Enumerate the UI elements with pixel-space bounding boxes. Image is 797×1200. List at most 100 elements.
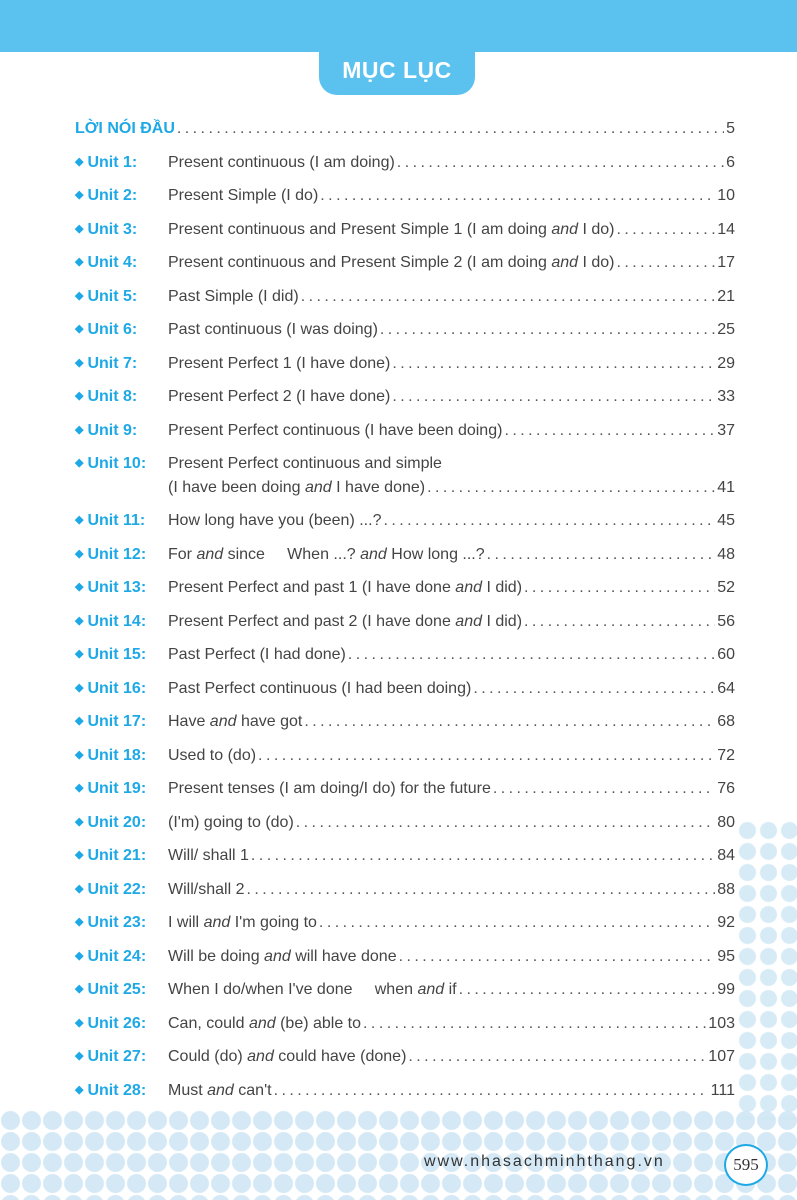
title-text: Past Simple (I did)	[168, 287, 299, 305]
dot-leader	[301, 288, 715, 306]
title-text: Present continuous and Present Simple 1 …	[168, 220, 552, 238]
toc-entry[interactable]: ◆ Unit 24: Will be doing and will have don…	[75, 948, 735, 982]
dot-leader	[524, 579, 715, 597]
unit-title: I will and I'm going to	[168, 914, 317, 932]
unit-title: When I do/when I've done when and if	[168, 981, 457, 999]
title-text: since When ...?	[223, 545, 361, 563]
unit-label: ◆ Unit 22:	[75, 881, 168, 899]
page-ref: 52	[717, 579, 735, 596]
website-url: www.nhasachminhthang.vn	[424, 1153, 665, 1170]
unit-title: Present Perfect 2 (I have done)	[168, 388, 390, 406]
page-ref: 48	[717, 545, 735, 563]
bullet-diamond-icon: ◆	[75, 547, 84, 560]
unit-title: For and since When ...? and How long ...…	[168, 546, 485, 564]
title-text: Will/shall 2	[168, 880, 245, 898]
bullet-diamond-icon: ◆	[75, 949, 84, 962]
dot-leader	[348, 646, 715, 664]
unit-number: Unit 23:	[87, 914, 147, 931]
unit-label: ◆ Unit 28:	[75, 1082, 168, 1100]
italic-text: and	[417, 981, 445, 998]
italic-text: and	[551, 254, 579, 271]
unit-title: Present Perfect and past 2 (I have done …	[168, 613, 522, 631]
toc-entry[interactable]: ◆ Unit 9: Present Perfect continuous (I ha…	[75, 422, 735, 456]
unit-number: Unit 24:	[87, 947, 147, 965]
title-text: Past Perfect (I had done)	[168, 646, 346, 663]
unit-label: ◆ Unit 24:	[75, 948, 168, 966]
bullet-diamond-icon: ◆	[75, 815, 84, 828]
toc-entry[interactable]: ◆ Unit 25: When I do/when I've done when a…	[75, 981, 735, 1015]
toc-entry[interactable]: ◆Unit 20:(I'm) going to (do)80	[75, 814, 735, 848]
unit-title: Can, could and (be) able to	[168, 1015, 361, 1033]
toc-entry[interactable]: ◆Unit 22:Will/shall 288	[75, 881, 735, 915]
toc-entry[interactable]: ◆Unit 23:I will and I'm going to92	[75, 914, 735, 948]
title-text: Will/ shall 1	[168, 847, 249, 864]
toc-entry[interactable]: ◆ Unit 19: Present tenses (I am doing/I do…	[75, 780, 735, 814]
toc-entry[interactable]: ◆Unit 17:Have and have got68	[75, 713, 735, 747]
dot-leader	[304, 713, 715, 731]
toc-entry[interactable]: ◆Unit 18:Used to (do)72	[75, 747, 735, 781]
toc-entry[interactable]: ◆ Unit 13: Present Perfect and past 1 (I h…	[75, 579, 735, 613]
title-text: For	[168, 545, 197, 563]
unit-title-line1: Present Perfect continuous and simple	[168, 455, 442, 472]
decorative-dots	[737, 820, 797, 1120]
toc-entry[interactable]: ◆Unit 7:Present Perfect 1 (I have done)2…	[75, 355, 735, 389]
toc-entry[interactable]: ◆ Unit 3: Present continuous and Present S…	[75, 221, 735, 255]
unit-number: Unit 15:	[87, 646, 147, 663]
title-text: How long ...?	[386, 545, 485, 563]
toc-entry[interactable]: ◆Unit 6:Past continuous (I was doing)25	[75, 321, 735, 355]
unit-title: (I'm) going to (do)	[168, 814, 294, 832]
unit-number: Unit 1:	[87, 153, 138, 171]
header-band	[0, 0, 797, 52]
unit-number: Unit 18:	[87, 746, 147, 764]
unit-title: Will be doing and will have done	[168, 948, 397, 966]
unit-label: ◆ Unit 18:	[75, 747, 168, 765]
toc-entry[interactable]: ◆Unit 21:Will/ shall 184	[75, 847, 735, 881]
toc-entry[interactable]: ◆ Unit 27: Could (do) and could have (done…	[75, 1048, 735, 1082]
dot-leader	[399, 948, 716, 966]
toc-entry[interactable]: ◆Unit 28:Must and can't111	[75, 1082, 735, 1116]
toc-entry[interactable]: ◆ Unit 14: Present Perfect and past 2 (I h…	[75, 613, 735, 647]
toc-entry[interactable]: ◆Unit 15:Past Perfect (I had done)60	[75, 646, 735, 680]
unit-title: Present tenses (I am doing/I do) for the…	[168, 780, 491, 798]
unit-number: Unit 10:	[87, 455, 147, 472]
title-text: I'm going to	[230, 914, 317, 931]
toc-entry[interactable]: ◆Unit 8:Present Perfect 2 (I have done)3…	[75, 388, 735, 422]
dot-leader	[524, 613, 715, 631]
toc-entry[interactable]: ◆ Unit 12: For and since When ...? and How…	[75, 546, 735, 580]
toc-entry[interactable]: ◆Unit 2:Present Simple (I do)10	[75, 187, 735, 221]
bullet-diamond-icon: ◆	[75, 916, 84, 928]
title-text: (I'm) going to (do)	[168, 813, 294, 831]
title-text: I did)	[482, 612, 523, 630]
unit-title: Past Perfect (I had done)	[168, 646, 346, 664]
unit-title: Present continuous (I am doing)	[168, 154, 395, 172]
toc-entry[interactable]: ◆Unit 5:Past Simple (I did)21	[75, 288, 735, 322]
toc-entry[interactable]: ◆Unit 1:Present continuous (I am doing)6	[75, 154, 735, 188]
toc-entry[interactable]: ◆ Unit 4: Present continuous and Present S…	[75, 254, 735, 288]
dot-leader	[493, 780, 715, 798]
toc-entry[interactable]: ◆Unit 11:How long have you (been) ...?45	[75, 512, 735, 546]
page-ref: 99	[717, 981, 735, 998]
unit-number: Unit 4:	[87, 254, 138, 271]
unit-title: Past Simple (I did)	[168, 288, 299, 306]
toc-entry[interactable]: ◆ Unit 16: Past Perfect continuous (I had …	[75, 680, 735, 714]
toc-entry[interactable]: ◆Unit 26:Can, could and (be) able to103	[75, 1015, 735, 1049]
toc-entry[interactable]: ◆ Unit 10: Present Perfect continuous and …	[75, 455, 735, 512]
title-text: Present Perfect 1 (I have done)	[168, 354, 391, 372]
unit-label: ◆ Unit 19:	[75, 780, 168, 798]
italic-text: and	[264, 947, 291, 965]
title-text: Present Perfect 2 (I have done)	[168, 388, 391, 405]
title-text: Present Simple (I do)	[168, 187, 319, 204]
table-of-contents: LỜI NÓI ĐẦU 5 ◆ Unit 1: Present continuous…	[75, 120, 735, 1115]
unit-label: ◆ Unit 12:	[75, 546, 168, 564]
toc-entry-preface[interactable]: LỜI NÓI ĐẦU 5	[75, 120, 735, 154]
unit-label: ◆ Unit 14:	[75, 613, 168, 631]
bullet-diamond-icon: ◆	[75, 681, 84, 694]
dot-leader	[274, 1082, 709, 1100]
page-ref: 33	[717, 388, 735, 405]
dot-leader	[363, 1015, 706, 1033]
italic-text: and	[455, 579, 482, 596]
unit-title: Past Perfect continuous (I had been doin…	[168, 680, 471, 698]
unit-number: Unit 27:	[87, 1048, 147, 1065]
title-text: Used to (do)	[168, 746, 257, 764]
page-ref: 60	[717, 646, 735, 663]
